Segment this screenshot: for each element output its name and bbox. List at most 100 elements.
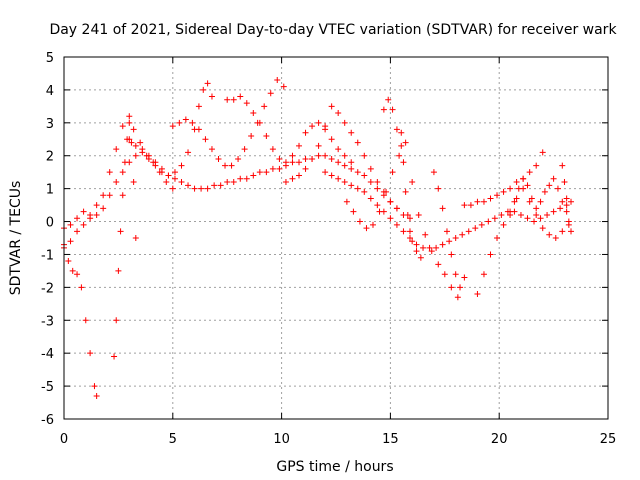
data-point bbox=[393, 221, 400, 228]
y-tick-label: 0 bbox=[46, 216, 54, 231]
x-tick-label: 5 bbox=[169, 432, 177, 447]
data-point bbox=[413, 241, 420, 248]
data-point bbox=[430, 169, 437, 176]
y-tick-label: 4 bbox=[46, 84, 54, 99]
data-point bbox=[348, 165, 355, 172]
data-point bbox=[413, 248, 420, 255]
data-point bbox=[507, 211, 514, 218]
data-point bbox=[452, 271, 459, 278]
x-tick-label: 25 bbox=[600, 432, 617, 447]
data-point bbox=[230, 96, 237, 103]
data-point bbox=[248, 132, 255, 139]
data-point bbox=[435, 185, 442, 192]
x-tick-label: 0 bbox=[60, 432, 68, 447]
data-point bbox=[526, 169, 533, 176]
data-point bbox=[91, 383, 98, 390]
x-tick-label: 15 bbox=[382, 432, 399, 447]
data-point bbox=[409, 179, 416, 186]
data-point bbox=[402, 139, 409, 146]
data-point bbox=[559, 228, 566, 235]
data-point bbox=[230, 179, 237, 186]
data-point bbox=[235, 156, 242, 163]
data-point bbox=[328, 172, 335, 179]
data-point bbox=[537, 215, 544, 222]
data-point bbox=[435, 261, 442, 268]
data-point bbox=[500, 188, 507, 195]
data-point bbox=[441, 271, 448, 278]
data-point bbox=[568, 228, 575, 235]
data-point bbox=[202, 136, 209, 143]
data-point bbox=[361, 152, 368, 159]
data-point bbox=[191, 185, 198, 192]
data-point bbox=[302, 129, 309, 136]
data-point bbox=[309, 123, 316, 130]
data-point bbox=[315, 142, 322, 149]
data-point bbox=[302, 165, 309, 172]
data-point bbox=[539, 149, 546, 156]
data-point bbox=[130, 126, 137, 133]
y-tick-label: -2 bbox=[41, 281, 54, 296]
data-point bbox=[87, 215, 94, 222]
data-point bbox=[74, 228, 81, 235]
plot-frame bbox=[63, 56, 609, 420]
data-point bbox=[402, 188, 409, 195]
data-point bbox=[280, 83, 287, 90]
data-point bbox=[341, 152, 348, 159]
data-point bbox=[195, 103, 202, 110]
data-point bbox=[269, 165, 276, 172]
data-point bbox=[250, 172, 257, 179]
data-point bbox=[393, 205, 400, 212]
data-point bbox=[459, 231, 466, 238]
series-track14 bbox=[461, 149, 546, 209]
data-point bbox=[208, 93, 215, 100]
data-point bbox=[387, 198, 394, 205]
data-point bbox=[480, 198, 487, 205]
data-point bbox=[87, 350, 94, 357]
data-point bbox=[126, 136, 133, 143]
data-point bbox=[132, 152, 139, 159]
data-point bbox=[531, 218, 538, 225]
data-point bbox=[328, 103, 335, 110]
data-point bbox=[289, 175, 296, 182]
y-tick-label: 2 bbox=[46, 150, 54, 165]
data-point bbox=[472, 225, 479, 232]
series-track1 bbox=[61, 113, 176, 232]
data-point bbox=[132, 235, 139, 241]
data-point bbox=[348, 182, 355, 189]
y-tick-label: 1 bbox=[46, 183, 54, 198]
data-point bbox=[376, 208, 383, 215]
data-point bbox=[387, 215, 394, 222]
data-point bbox=[243, 175, 250, 182]
data-point bbox=[211, 182, 218, 189]
series-track13 bbox=[430, 169, 468, 291]
data-point bbox=[446, 238, 453, 245]
y-tick-label: -1 bbox=[41, 248, 54, 263]
data-point bbox=[113, 179, 120, 186]
data-point bbox=[256, 119, 263, 126]
data-point bbox=[385, 96, 392, 103]
data-point bbox=[261, 103, 268, 110]
data-point bbox=[398, 129, 405, 136]
data-point bbox=[559, 162, 566, 169]
data-point bbox=[335, 159, 342, 166]
data-point bbox=[208, 146, 215, 153]
data-point bbox=[350, 208, 357, 215]
y-tick-label: -5 bbox=[41, 380, 54, 395]
data-point bbox=[498, 211, 505, 218]
data-point bbox=[263, 132, 270, 139]
data-point bbox=[289, 159, 296, 166]
data-point bbox=[182, 116, 189, 123]
data-point bbox=[520, 175, 527, 182]
data-point bbox=[491, 215, 498, 222]
data-point bbox=[200, 86, 207, 93]
data-point bbox=[80, 221, 87, 228]
data-point bbox=[115, 267, 122, 274]
data-point bbox=[343, 198, 350, 205]
data-point bbox=[396, 152, 403, 159]
data-point bbox=[348, 129, 355, 136]
data-point bbox=[322, 123, 329, 130]
data-point bbox=[322, 169, 329, 176]
data-point bbox=[282, 179, 289, 186]
data-point bbox=[561, 179, 568, 186]
data-point bbox=[274, 77, 281, 84]
